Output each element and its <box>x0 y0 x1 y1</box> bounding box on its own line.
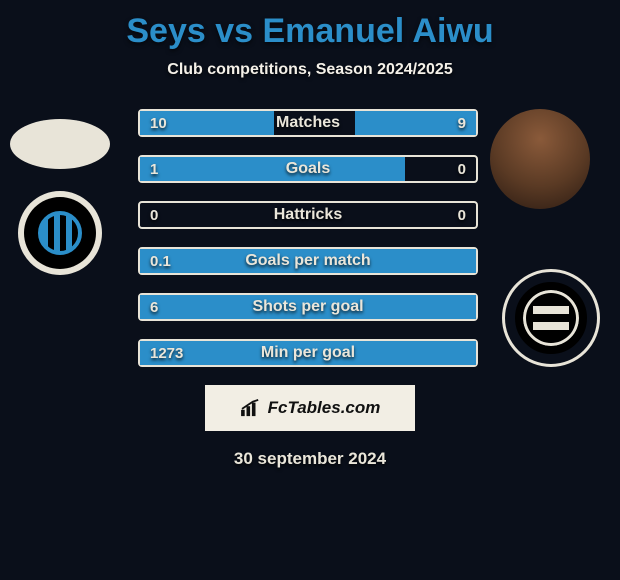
stat-row: 10Matches9 <box>138 109 478 137</box>
comparison-panel: 10Matches91Goals00Hattricks00.1Goals per… <box>0 109 620 469</box>
stat-label: Matches <box>140 114 476 132</box>
sturm-graz-icon <box>515 282 587 354</box>
stat-label: Shots per goal <box>140 298 476 316</box>
stat-value-right: 0 <box>458 161 466 178</box>
club-left-logo <box>18 191 102 275</box>
fctables-icon <box>240 399 262 417</box>
player-left-avatar <box>10 119 110 169</box>
stat-row: 1Goals0 <box>138 155 478 183</box>
page-subtitle: Club competitions, Season 2024/2025 <box>0 61 620 79</box>
stat-row: 6Shots per goal <box>138 293 478 321</box>
stat-label: Goals per match <box>140 252 476 270</box>
stat-label: Goals <box>140 160 476 178</box>
stat-row: 0Hattricks0 <box>138 201 478 229</box>
page-title: Seys vs Emanuel Aiwu <box>0 0 620 51</box>
stat-value-right: 9 <box>458 115 466 132</box>
snapshot-date: 30 september 2024 <box>0 449 620 469</box>
stat-label: Hattricks <box>140 206 476 224</box>
stats-bars: 10Matches91Goals00Hattricks00.1Goals per… <box>138 109 478 367</box>
stat-value-right: 0 <box>458 207 466 224</box>
brand-badge: FcTables.com <box>205 385 415 431</box>
stat-row: 1273Min per goal <box>138 339 478 367</box>
stat-label: Min per goal <box>140 344 476 362</box>
club-right-logo <box>502 269 600 367</box>
brand-text: FcTables.com <box>268 398 381 418</box>
stat-row: 0.1Goals per match <box>138 247 478 275</box>
player-right-avatar <box>490 109 590 209</box>
club-brugge-icon <box>24 197 96 269</box>
